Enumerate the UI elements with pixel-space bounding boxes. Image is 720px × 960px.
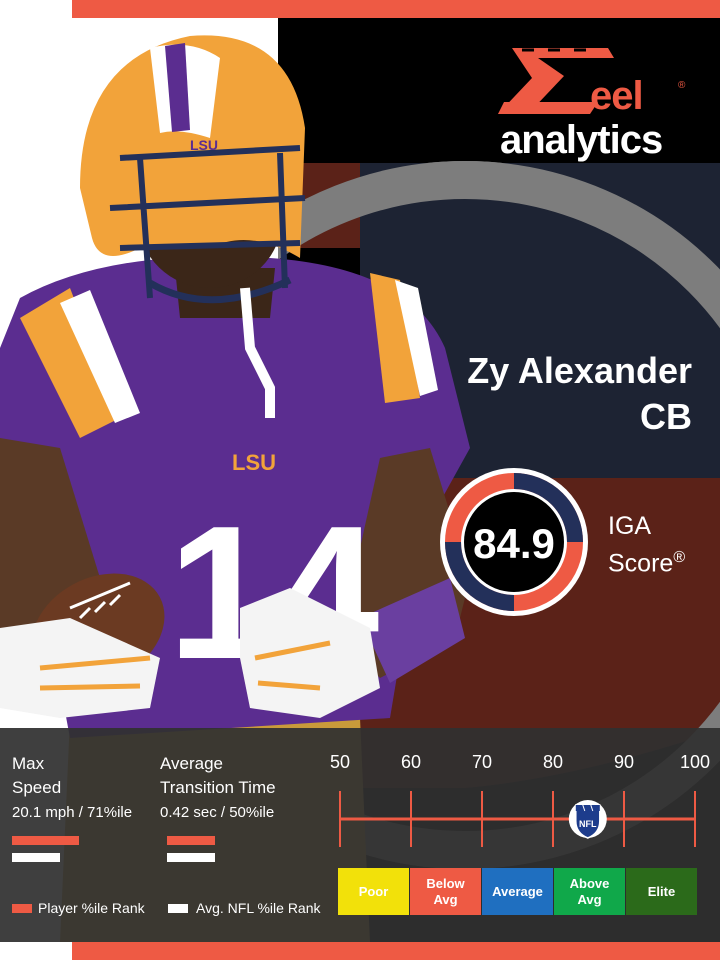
stat-transition-time-title: Average Transition Time bbox=[160, 752, 276, 800]
scale-tick-label: 50 bbox=[329, 752, 351, 772]
category-label: Elite bbox=[647, 883, 676, 899]
category-below-avg: Below Avg bbox=[410, 868, 481, 915]
logo-r-mark bbox=[498, 48, 614, 114]
max-speed-nfl-bar bbox=[12, 853, 60, 862]
scale-tick-label: 80 bbox=[542, 752, 564, 772]
transition-time-nfl-bar bbox=[167, 853, 215, 862]
left-glove bbox=[0, 618, 160, 718]
iga-score-value: 84.9 bbox=[473, 520, 555, 567]
legend-nfl-label: Avg. NFL %ile Rank bbox=[196, 900, 321, 916]
transition-time-player-bar bbox=[167, 836, 215, 845]
svg-text:LSU: LSU bbox=[190, 137, 218, 153]
logo-analytics-text: analytics bbox=[500, 118, 663, 162]
logo-registered-mark: ® bbox=[678, 80, 686, 91]
category-average: Average bbox=[482, 868, 553, 915]
nfl-marker-text: NFL bbox=[579, 819, 597, 829]
iga-score-label: IGA Score® bbox=[608, 510, 685, 579]
scale-tick-label: 60 bbox=[400, 752, 422, 772]
category-label: Average bbox=[492, 883, 543, 899]
nfl-shield-icon: NFL bbox=[568, 800, 607, 839]
category-elite: Elite bbox=[626, 868, 697, 915]
player-name: Zy Alexander bbox=[467, 350, 692, 391]
legend-player-label: Player %ile Rank bbox=[38, 900, 145, 916]
top-accent-bar bbox=[72, 0, 720, 18]
stat-transition-time-value: 0.42 sec / 50%ile bbox=[160, 804, 275, 821]
scale-tick-label: 90 bbox=[613, 752, 635, 772]
legend-nfl-swatch bbox=[168, 904, 188, 913]
bottom-accent-bar bbox=[72, 942, 720, 960]
stat-title-line: Speed bbox=[12, 778, 62, 797]
category-label: Below Avg bbox=[426, 875, 465, 907]
stat-max-speed-title: Max Speed bbox=[12, 752, 61, 800]
category-label: Above Avg bbox=[569, 875, 610, 907]
stat-title-line: Transition Time bbox=[160, 778, 276, 797]
legend-player-swatch bbox=[12, 904, 32, 913]
reel-analytics-logo bbox=[498, 48, 614, 114]
category-above-avg: Above Avg bbox=[554, 868, 625, 915]
stat-max-speed-value: 20.1 mph / 71%ile bbox=[12, 804, 133, 821]
category-label: Poor bbox=[358, 883, 389, 899]
stat-title-line: Max bbox=[12, 754, 45, 773]
category-poor: Poor bbox=[338, 868, 409, 915]
scale-tick-label: 70 bbox=[471, 752, 493, 772]
stat-title-line: Average bbox=[160, 754, 224, 773]
score-scale: NFL bbox=[339, 791, 696, 847]
score-badge-ring bbox=[440, 468, 588, 616]
max-speed-player-bar bbox=[12, 836, 79, 845]
logo-eel-text: eel bbox=[590, 74, 644, 118]
svg-text:LSU: LSU bbox=[232, 450, 276, 475]
score-label-reg: ® bbox=[673, 549, 686, 566]
score-label-line2: Score bbox=[608, 549, 674, 578]
scale-tick-label: 100 bbox=[679, 752, 711, 772]
score-label-line1: IGA bbox=[608, 512, 652, 540]
player-position: CB bbox=[640, 396, 692, 437]
